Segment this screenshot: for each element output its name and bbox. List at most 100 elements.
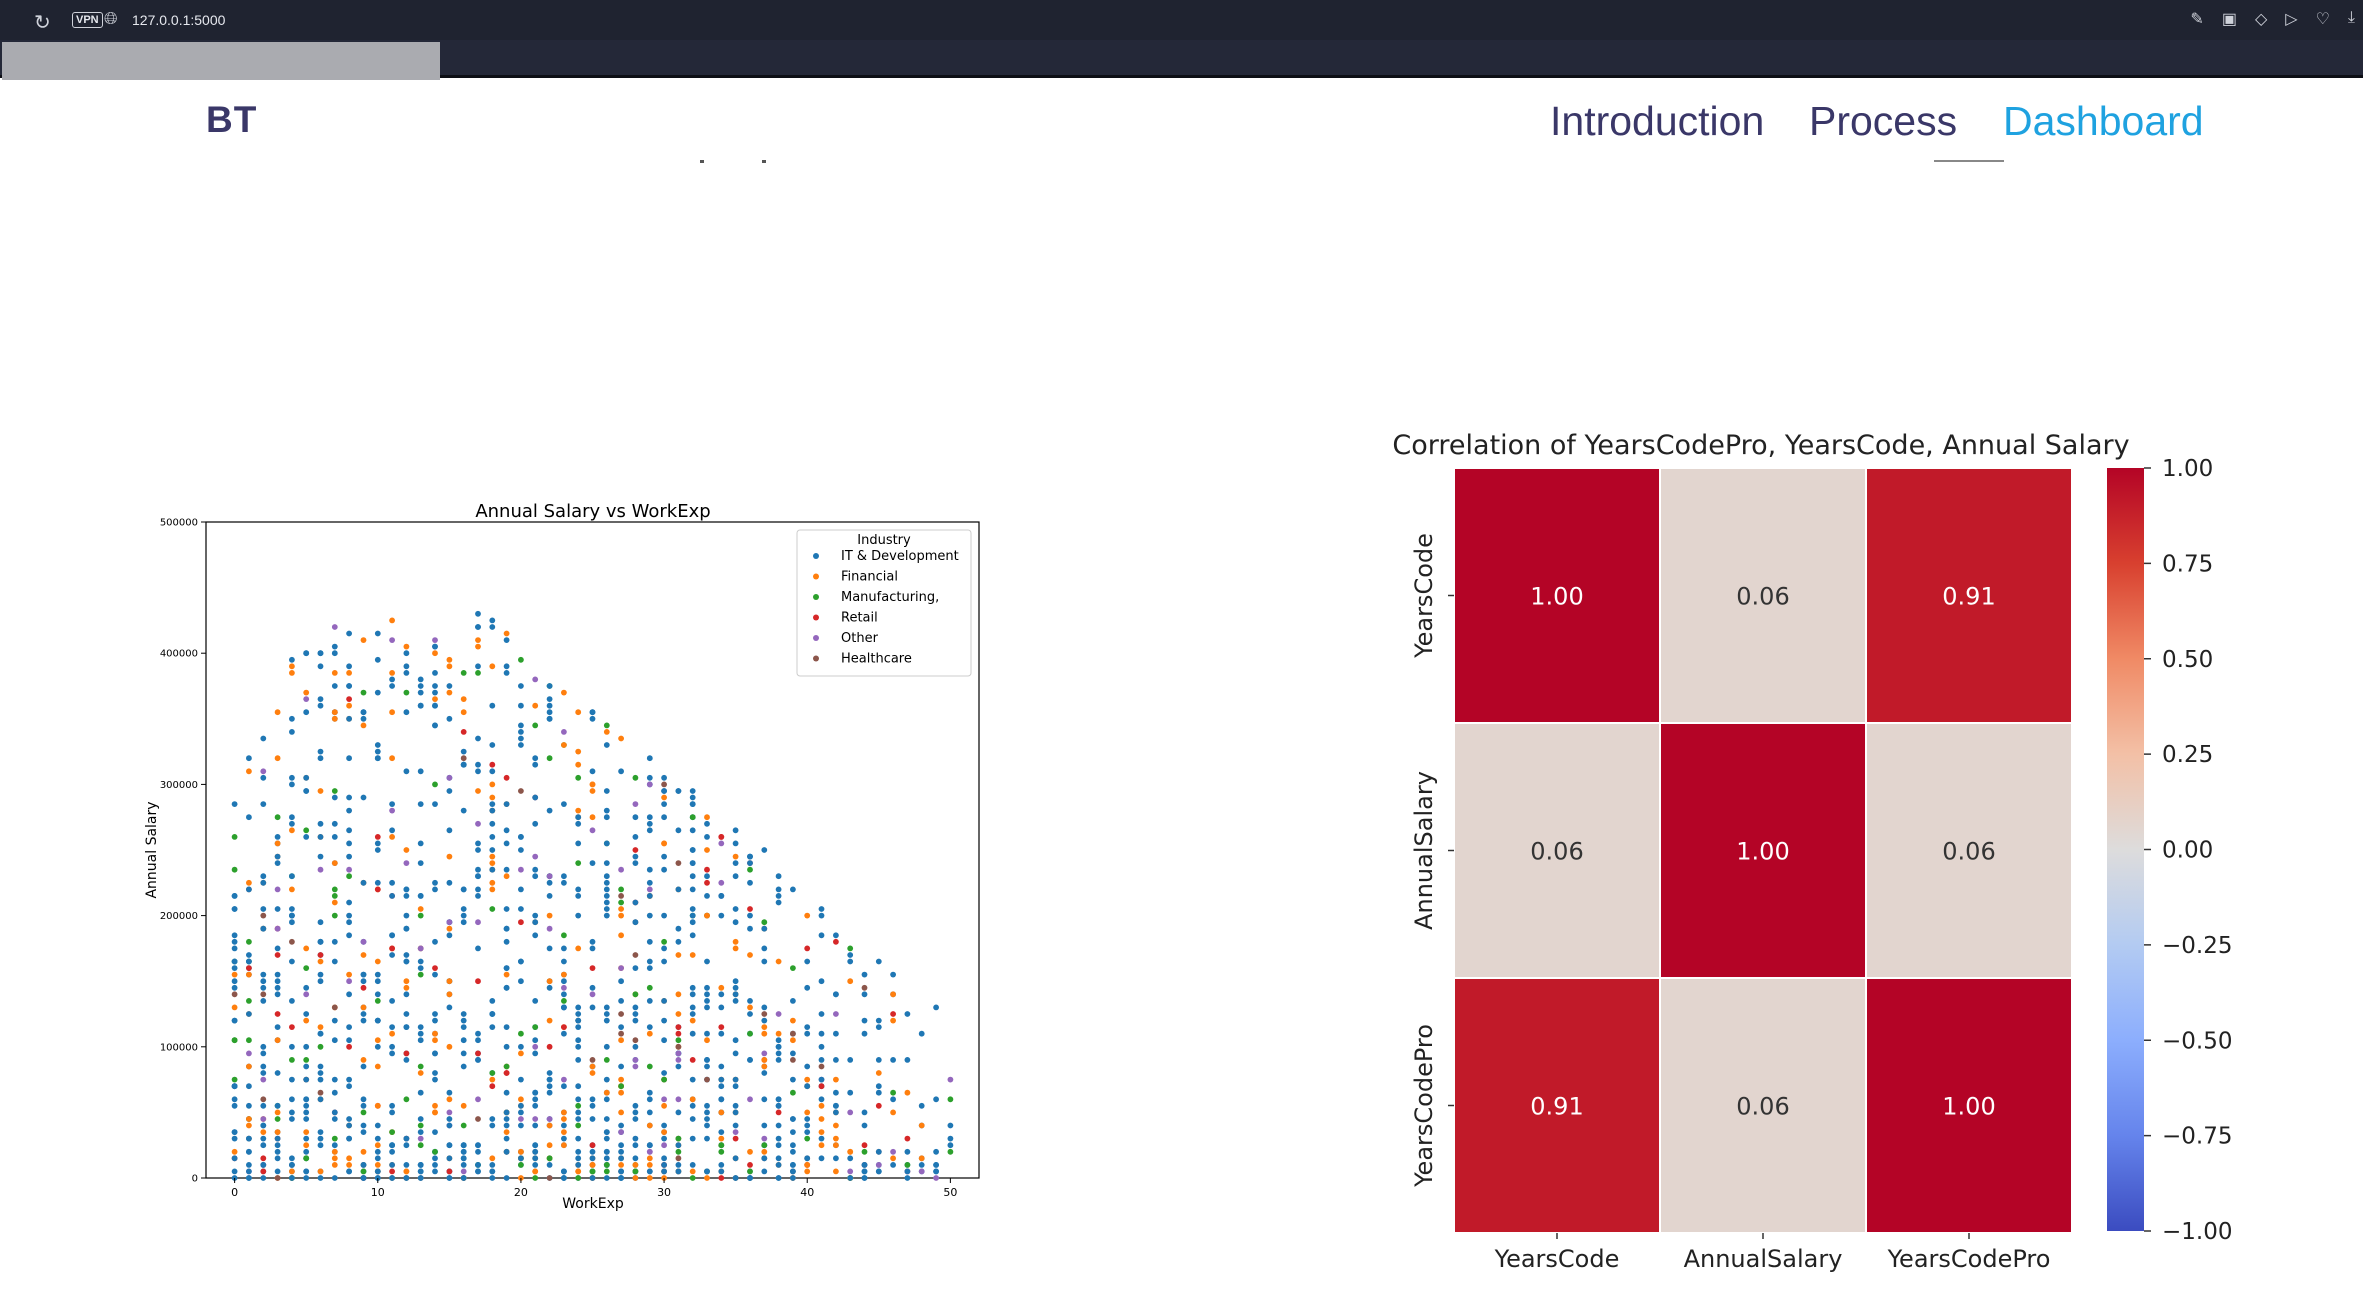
scatter-point [618, 1142, 624, 1149]
scatter-point [575, 709, 582, 716]
scatter-point [331, 1155, 338, 1162]
address-bar[interactable]: 127.0.0.1:5000 [132, 12, 226, 28]
scatter-point [632, 814, 639, 821]
scatter-point [389, 834, 395, 840]
scatter-point [603, 906, 610, 912]
scatter-point [389, 1043, 395, 1050]
scatter-point [818, 912, 825, 919]
scatter-point [833, 1089, 839, 1096]
active-tab[interactable] [2, 42, 440, 80]
scatter-point [246, 768, 252, 775]
scatter-point [618, 998, 624, 1004]
scatter-point [518, 847, 524, 853]
legend-entry: Manufacturing, [841, 590, 939, 605]
scatter-point [704, 991, 710, 998]
scatter-point [618, 1175, 624, 1181]
scatter-point [360, 709, 367, 716]
scatter-point [632, 1004, 639, 1011]
scatter-point [661, 1168, 667, 1175]
scatter-point [546, 1175, 553, 1181]
heatmap-cell-label: 0.91 [1530, 1093, 1583, 1121]
scatter-point [675, 1043, 682, 1050]
scatter-point [346, 932, 352, 939]
heart-icon[interactable]: ♡ [2315, 11, 2330, 28]
scatter-point [346, 696, 352, 702]
scatter-point [603, 1096, 610, 1103]
site-logo[interactable]: BT [206, 99, 258, 140]
legend-marker [813, 594, 819, 600]
camera-icon[interactable]: ▣ [2221, 11, 2237, 28]
scatter-point [489, 617, 496, 624]
nav-process[interactable]: Process [1809, 98, 1958, 144]
scatter-point [246, 1063, 252, 1070]
scatter-point [603, 1043, 610, 1050]
heatmap-cell [1865, 722, 2073, 979]
scatter-point [489, 624, 496, 630]
scatter-point [460, 755, 467, 762]
scatter-point [460, 1063, 467, 1070]
scatter-point [618, 1089, 624, 1096]
scatter-point [432, 938, 438, 945]
download-icon[interactable]: ⤓ [2347, 9, 2355, 26]
scatter-point [317, 978, 324, 985]
scatter-point [603, 742, 610, 748]
scatter-point [603, 729, 610, 735]
scatter-point [646, 1162, 653, 1168]
scatter-point [804, 984, 811, 991]
scatter-point [603, 1129, 610, 1135]
scatter-point [532, 1175, 539, 1181]
scatter-point [331, 958, 338, 965]
scatter-point [589, 781, 596, 788]
scatter-point [489, 998, 496, 1004]
scatter-point [346, 866, 352, 873]
play-icon[interactable]: ▷ [2285, 11, 2298, 28]
scatter-point [260, 912, 267, 919]
scatter-point [532, 820, 539, 827]
scatter-point [432, 722, 438, 729]
scatter-point [432, 1129, 438, 1135]
scatter-point [260, 971, 267, 978]
scatter-point [389, 1030, 395, 1037]
scatter-point [518, 735, 524, 742]
scatter-point [518, 866, 524, 873]
scatter-point [432, 971, 438, 978]
scatter-point [475, 1162, 481, 1168]
scatter-point [804, 1162, 811, 1168]
nav-introduction[interactable]: Introduction [1550, 98, 1765, 144]
scatter-point [890, 991, 896, 998]
scatter-point [704, 866, 710, 873]
scatter-point [575, 774, 582, 781]
reload-icon[interactable]: ↻ [34, 12, 51, 34]
scatter-point [331, 624, 338, 630]
scatter-point [818, 1155, 825, 1162]
scatter-point [346, 1037, 352, 1044]
vpn-badge[interactable]: VPN [72, 12, 103, 28]
scatter-point [918, 1122, 925, 1129]
scatter-point [417, 965, 424, 971]
scatter-point [374, 886, 381, 893]
scatter-point [417, 1024, 424, 1030]
scatter-point [317, 1096, 324, 1103]
scatter-point [360, 1102, 367, 1109]
scatter-point [331, 1148, 338, 1155]
shield-icon[interactable]: ◇ [2254, 11, 2268, 28]
scatter-point [374, 1017, 381, 1024]
scatter-point [389, 1109, 395, 1116]
scatter-point [775, 873, 782, 880]
scatter-point [904, 1162, 911, 1168]
toolbar-icons: ✎ ▣ ◇ ▷ ♡ ⤓ [2190, 9, 2355, 29]
scatter-point [561, 742, 567, 748]
scatter-point [303, 965, 310, 971]
scatter-point [804, 1024, 811, 1030]
scatter-point [689, 1102, 696, 1109]
scatter-point [503, 1135, 510, 1142]
edit-icon[interactable]: ✎ [2190, 11, 2204, 28]
scatter-point [317, 1129, 324, 1135]
heatmap-row-label: AnnualSalary [1410, 771, 1438, 930]
scatter-point [389, 617, 395, 624]
scatter-point [274, 971, 281, 978]
nav-dashboard[interactable]: Dashboard [2003, 98, 2204, 144]
scatter-point [389, 1175, 395, 1181]
legend-title: Industry [857, 533, 911, 548]
scatter-point [646, 827, 653, 834]
